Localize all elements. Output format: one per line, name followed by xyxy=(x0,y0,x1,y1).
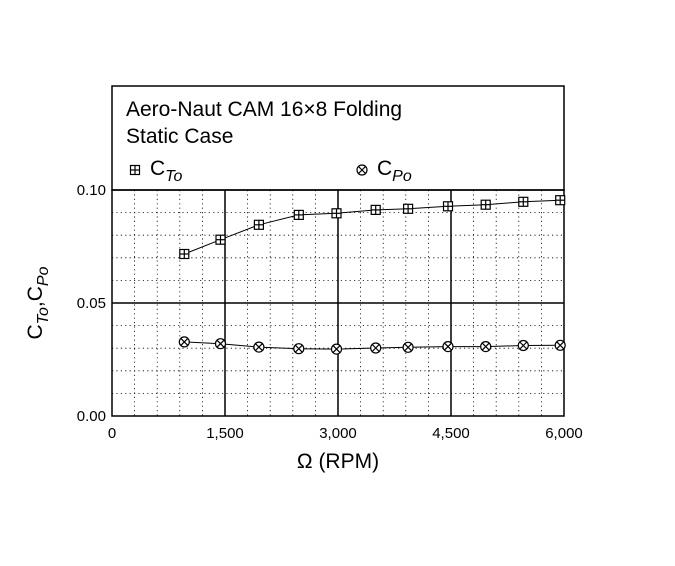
series-lines xyxy=(184,199,561,350)
x-tick-label: 4,500 xyxy=(432,425,470,442)
x-tick-label: 3,000 xyxy=(319,425,357,442)
legend-label-cpo-sub: Po xyxy=(392,168,412,185)
cpo-point xyxy=(178,336,190,348)
cpo-point xyxy=(214,338,227,350)
cto-point xyxy=(442,201,454,212)
x-tick-label: 1,500 xyxy=(206,425,244,442)
cpo-point xyxy=(517,339,529,352)
x-tick-label: 6,000 xyxy=(545,425,583,442)
y-tick-label: 0.10 xyxy=(77,182,106,199)
cto-point xyxy=(518,196,529,207)
cto-point xyxy=(403,203,414,214)
plot-frame xyxy=(111,189,565,417)
cto-point xyxy=(555,195,566,206)
cpo-point xyxy=(330,343,343,355)
legend-label-cto: CTo xyxy=(150,157,182,185)
cpo-point xyxy=(370,342,382,354)
cto-point xyxy=(293,209,304,220)
cpo-point xyxy=(293,343,305,355)
legend-label-cpo: CPo xyxy=(377,157,412,185)
major-grid xyxy=(112,190,564,416)
y-tick-label: 0.05 xyxy=(77,295,106,312)
cpo-point xyxy=(442,341,454,353)
legend-marker-cpo xyxy=(356,164,368,176)
x-tick-label: 0 xyxy=(108,425,116,442)
y-tick-label: 0.00 xyxy=(77,408,106,425)
chart-title-line-2: Static Case xyxy=(126,125,233,148)
y-axis-title: CTo,CPo xyxy=(24,266,52,339)
cto-point xyxy=(215,234,226,245)
chart-title-line-1: Aero-Naut CAM 16×8 Folding xyxy=(126,98,402,121)
x-axis-ticks: 0 1,500 3,000 4,500 6,000 xyxy=(108,425,583,442)
cpo-point xyxy=(554,339,566,351)
cto-point xyxy=(370,204,381,215)
x-axis-title: Ω (RPM) xyxy=(297,450,379,473)
legend-label-cto-sub: To xyxy=(165,168,182,185)
cto-point xyxy=(179,248,190,260)
title-legend-box xyxy=(111,85,565,191)
legend: CTo CPo xyxy=(129,157,412,185)
cpo-point xyxy=(253,341,265,353)
cto-point xyxy=(331,208,342,219)
cto-point xyxy=(253,219,264,230)
cto-point xyxy=(480,199,491,210)
cpo-point xyxy=(402,341,414,353)
series-markers xyxy=(178,195,566,355)
y-axis-ticks: 0.00 0.05 0.10 xyxy=(77,182,106,425)
legend-marker-cto xyxy=(129,164,141,176)
cpo-point xyxy=(480,341,492,353)
